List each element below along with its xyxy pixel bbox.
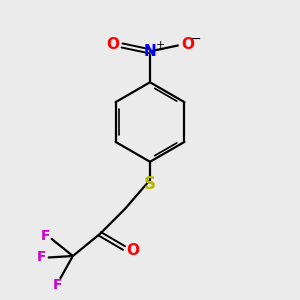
- Text: S: S: [144, 175, 156, 193]
- Text: O: O: [181, 37, 194, 52]
- Text: −: −: [190, 33, 201, 46]
- Text: O: O: [106, 37, 119, 52]
- Text: O: O: [126, 243, 139, 258]
- Text: F: F: [36, 250, 46, 265]
- Text: N: N: [144, 44, 156, 59]
- Text: +: +: [156, 40, 165, 50]
- Text: F: F: [53, 278, 62, 292]
- Text: F: F: [40, 229, 50, 243]
